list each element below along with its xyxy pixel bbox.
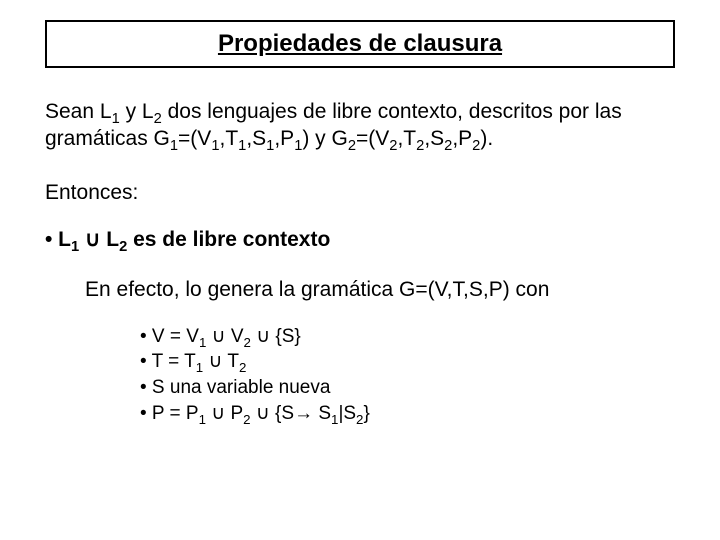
sub-bullet-list: • V = V1 ∪ V2 ∪ {S} • T = T1 ∪ T2 • S un… [140, 324, 675, 427]
union-icon: ∪ [208, 351, 222, 372]
union-icon: ∪ [211, 403, 225, 424]
main-bullet: • L1 ∪ L2 es de libre contexto [45, 227, 675, 252]
list-item: • S una variable nueva [140, 375, 675, 401]
list-item: • P = P1 ∪ P2 ∪ {S→ S1|S2} [140, 401, 675, 427]
union-icon: ∪ [256, 326, 270, 347]
list-item: • T = T1 ∪ T2 [140, 349, 675, 375]
slide-title: Propiedades de clausura [57, 30, 663, 58]
then-label: Entonces: [45, 181, 675, 205]
union-icon: ∪ [85, 228, 100, 251]
grammar-intro: En efecto, lo genera la gramática G=(V,T… [85, 278, 675, 302]
arrow-icon: → [294, 403, 313, 424]
list-item: • V = V1 ∪ V2 ∪ {S} [140, 324, 675, 350]
union-icon: ∪ [212, 326, 226, 347]
union-icon: ∪ [256, 403, 270, 424]
intro-paragraph: Sean L1 y L2 dos lenguajes de libre cont… [45, 98, 675, 153]
title-box: Propiedades de clausura [45, 20, 675, 68]
